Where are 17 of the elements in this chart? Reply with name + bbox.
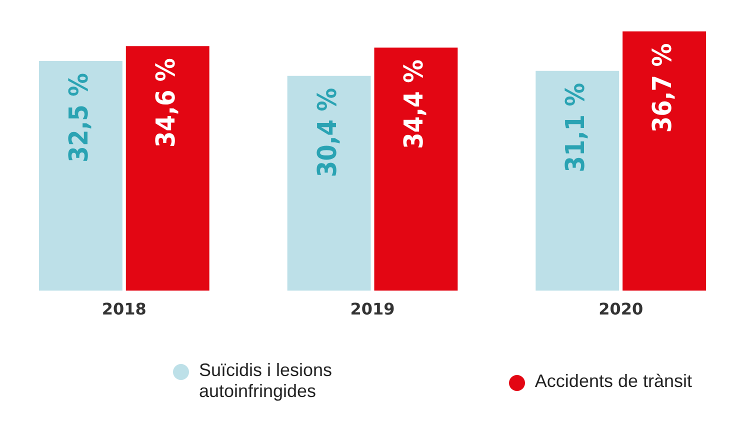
x-tick-label: 2020 (598, 300, 644, 319)
bar (622, 31, 706, 291)
bar (287, 76, 371, 291)
bar (38, 61, 122, 291)
bar (374, 48, 458, 291)
legend-label: Accidents de trànsit (534, 370, 692, 392)
data-label: 32,5 % (64, 73, 94, 162)
bar (536, 70, 620, 291)
data-label: 34,6 % (151, 58, 182, 148)
legend-label: Suïcidis i lesions autoinfringides (198, 360, 334, 402)
data-label: 36,7 % (648, 43, 678, 133)
data-label: 31,1 % (561, 82, 592, 172)
x-tick-label: 2019 (350, 300, 395, 319)
x-tick-label: 2018 (102, 300, 146, 319)
data-label: 34,4 % (400, 60, 430, 149)
data-label: 30,4 % (312, 88, 343, 178)
bar (126, 46, 210, 291)
